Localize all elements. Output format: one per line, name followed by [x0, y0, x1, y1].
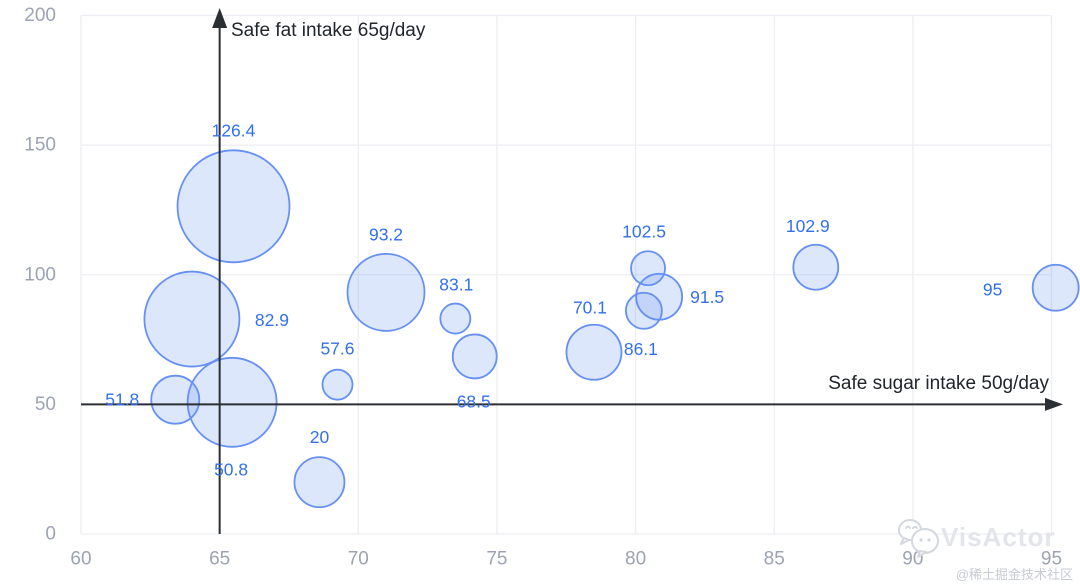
bubble[interactable] — [565, 323, 623, 381]
bubble[interactable] — [451, 333, 498, 380]
community-watermark: @稀土掘金技术社区 — [955, 567, 1073, 582]
x-axis-title: Safe sugar intake 50g/day — [828, 373, 1049, 394]
visactor-watermark: VisActor — [941, 522, 1056, 552]
bubble[interactable] — [346, 252, 426, 332]
point-label: 126.4 — [212, 120, 256, 140]
visactor-logo-icon — [898, 519, 939, 558]
x-tick-label: 95 — [1041, 549, 1062, 570]
point-label: 51.8 — [105, 390, 139, 410]
x-tick-label: 70 — [348, 549, 369, 570]
point-label: 102.5 — [622, 221, 666, 241]
x-tick-label: 65 — [209, 549, 230, 570]
point-label: 83.1 — [439, 275, 473, 295]
x-tick-label: 60 — [70, 549, 91, 570]
bubble[interactable] — [150, 374, 201, 425]
x-tick-label: 75 — [486, 549, 507, 570]
x-tick-label: 80 — [625, 549, 646, 570]
point-label: 95 — [983, 280, 1002, 300]
x-tick-label: 85 — [764, 549, 785, 570]
x-axis-arrow-icon — [1045, 397, 1063, 411]
point-label: 102.9 — [786, 216, 830, 236]
bubble[interactable] — [321, 368, 354, 401]
point-label: 68.5 — [457, 391, 491, 411]
point-label: 86.1 — [624, 339, 658, 359]
bubble[interactable] — [1031, 263, 1080, 312]
bubble[interactable] — [143, 270, 241, 368]
bubble[interactable] — [630, 250, 666, 287]
point-label: 57.6 — [320, 339, 354, 359]
point-label: 50.8 — [214, 459, 248, 479]
y-tick-label: 100 — [24, 264, 56, 285]
bubble[interactable] — [293, 456, 346, 509]
point-label: 93.2 — [369, 224, 403, 244]
bubble[interactable] — [186, 356, 278, 448]
bubble[interactable] — [792, 243, 840, 291]
y-tick-label: 200 — [24, 5, 56, 26]
y-tick-label: 150 — [24, 135, 56, 156]
bubble[interactable] — [439, 302, 472, 335]
y-axis-arrow-icon — [212, 8, 228, 28]
y-tick-label: 50 — [35, 394, 56, 415]
y-tick-label: 0 — [45, 524, 56, 545]
bubble[interactable] — [624, 291, 663, 330]
y-axis-title: Safe fat intake 65g/day — [231, 20, 426, 41]
point-label: 82.9 — [255, 310, 289, 330]
point-label: 70.1 — [573, 297, 607, 317]
bubble[interactable] — [176, 149, 291, 264]
point-label: 91.5 — [690, 287, 724, 307]
point-label: 20 — [310, 427, 330, 447]
